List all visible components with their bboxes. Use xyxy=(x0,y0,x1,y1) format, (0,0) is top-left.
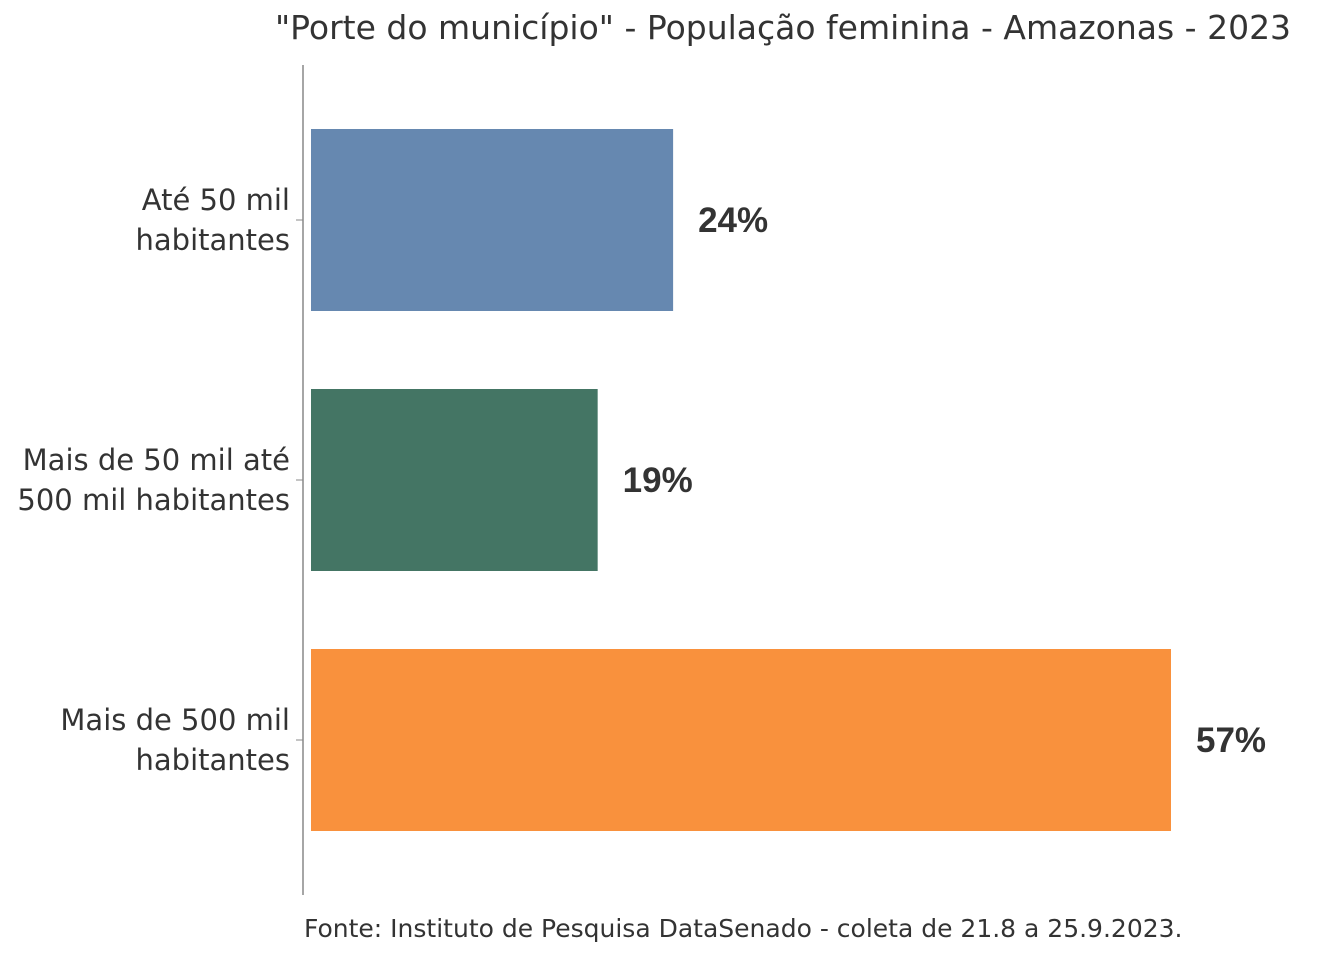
chart-title: "Porte do município" - População feminin… xyxy=(275,8,1292,47)
bar-1 xyxy=(311,389,598,571)
source-note: Fonte: Instituto de Pesquisa DataSenado … xyxy=(304,914,1183,943)
data-label-1: 19% xyxy=(623,461,693,500)
data-label-0: 24% xyxy=(698,201,768,240)
category-label-0: Até 50 mil habitantes xyxy=(136,183,290,257)
data-label-2: 57% xyxy=(1196,721,1266,760)
bar-2 xyxy=(311,649,1171,831)
category-label-1: Mais de 50 mil até 500 mil habitantes xyxy=(17,443,290,517)
bar-0 xyxy=(311,129,674,311)
category-label-2: Mais de 500 mil habitantes xyxy=(60,703,290,777)
